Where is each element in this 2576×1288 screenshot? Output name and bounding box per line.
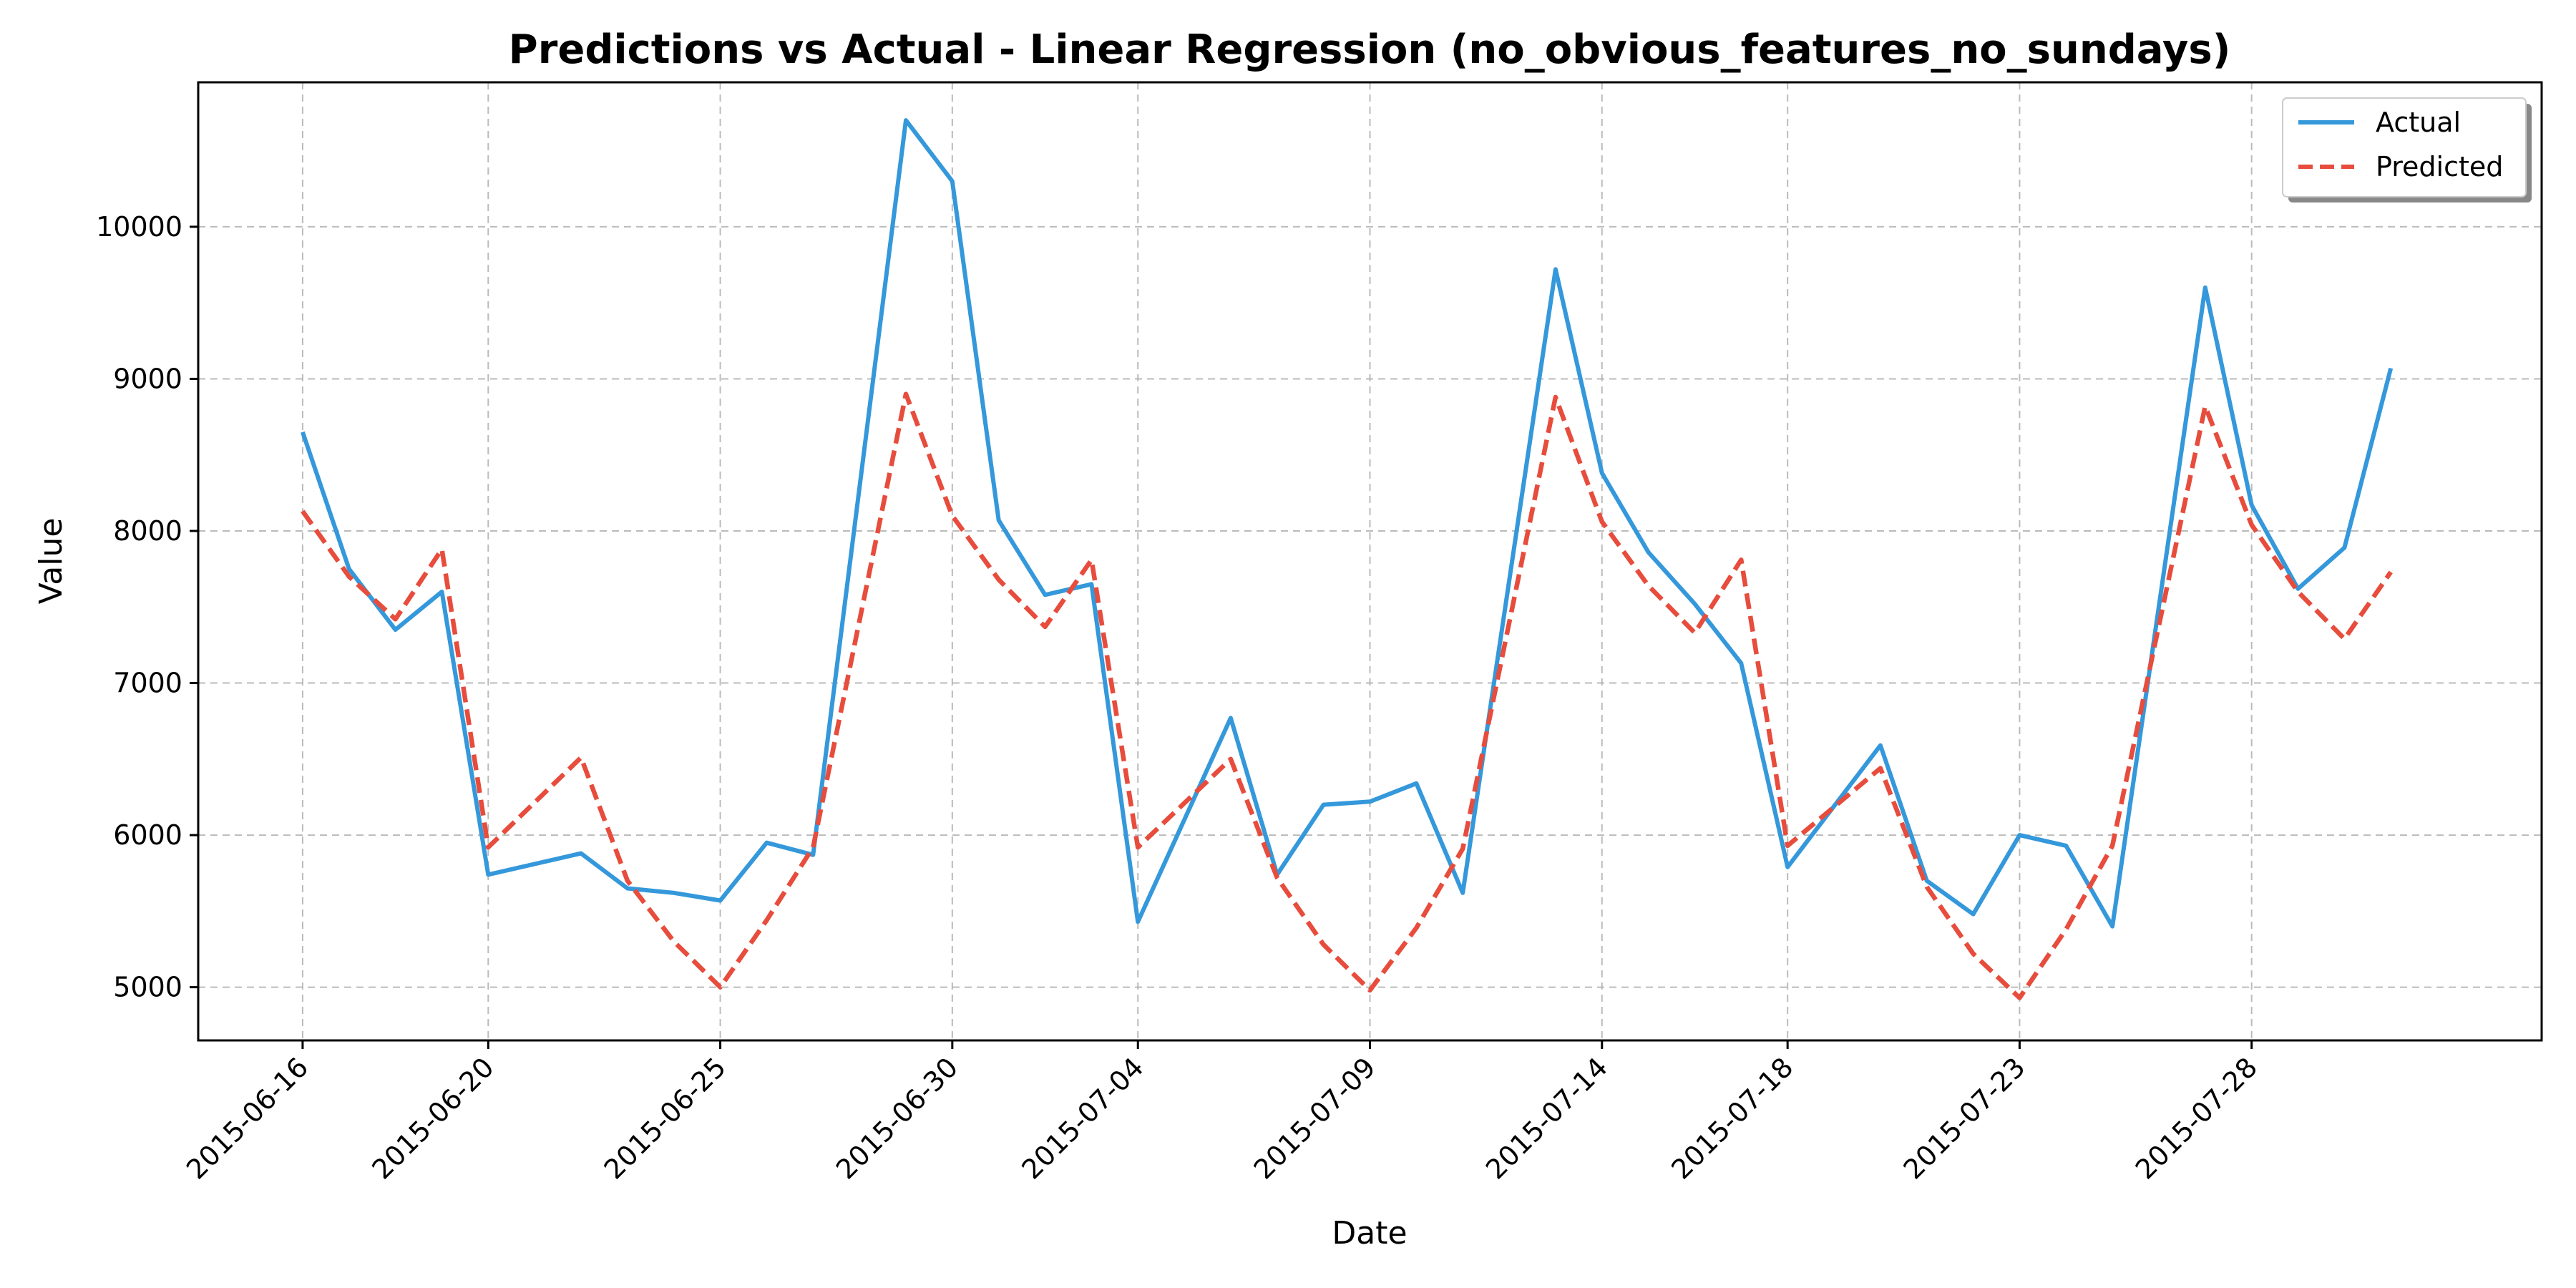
grid	[198, 82, 2542, 1040]
y-tick-label: 9000	[113, 363, 182, 394]
y-axis-label: Value	[33, 518, 69, 605]
legend-label-predicted: Predicted	[2376, 151, 2503, 182]
series-line-predicted	[301, 391, 2393, 1000]
y-tick-label: 6000	[113, 819, 182, 851]
series-line-actual	[301, 118, 2394, 929]
y-tick-label: 7000	[113, 668, 182, 699]
legend-label-actual: Actual	[2376, 107, 2461, 138]
legend: Actual Predicted	[2282, 97, 2532, 203]
y-tick-label: 5000	[113, 972, 182, 1003]
x-axis-label: Date	[1332, 1215, 1407, 1252]
series-layer	[301, 118, 2394, 1000]
y-tick-label: 8000	[113, 515, 182, 547]
chart-title: Predictions vs Actual - Linear Regressio…	[509, 26, 2231, 73]
y-tick-label: 10000	[96, 211, 182, 243]
